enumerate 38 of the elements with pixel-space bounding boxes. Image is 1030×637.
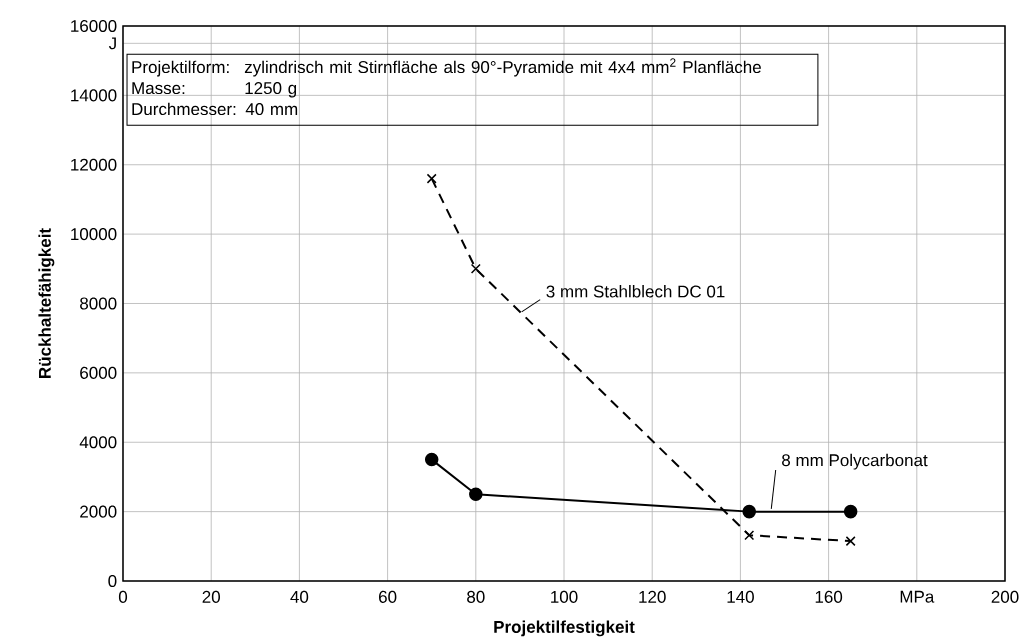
y-axis-title: Rückhaltefähigkeit (38, 228, 55, 378)
annotation: Masse: (132, 82, 185, 95)
y-tick-label: 0 (108, 574, 117, 588)
y-tick-label: 8000 (80, 297, 117, 310)
y-tick-label: 14000 (71, 89, 117, 102)
x-tick-label: 20 (202, 590, 220, 603)
annotation: 1250 g (245, 82, 297, 98)
annotation: Projektilform: (132, 60, 229, 77)
point (469, 487, 483, 502)
annotation: Durchmesser: 40 mm (132, 102, 298, 116)
y-tick-label: 16000 (71, 19, 117, 33)
x-tick-label: 140 (727, 590, 754, 603)
x-tick-label: 60 (379, 590, 397, 603)
y-tick-label: 10000 (71, 228, 117, 241)
point (843, 504, 858, 519)
x-axis-title: Projektilfestigkeit (494, 620, 635, 637)
point (845, 536, 856, 547)
series-label: 3 mm Stahlblech DC 01 (546, 285, 725, 298)
x-tick-label: 40 (290, 590, 309, 603)
x-tick-label: 200 (991, 590, 1019, 603)
point (426, 173, 437, 184)
y-tick-label: 4000 (79, 436, 117, 449)
point (470, 263, 481, 274)
y-tick-label: 12000 (71, 158, 117, 171)
y-tick-label: 2000 (80, 505, 117, 518)
x-tick-label: 0 (118, 590, 128, 603)
y-tick-label: J (108, 37, 116, 50)
x-tick-label: 160 (815, 590, 843, 603)
x-tick-label: MPa (900, 590, 935, 603)
annotation: zylindrisch mit Stirnfläche als 90°-Pyramide mit 4x4 mm$^{2}$ Planfläche (244, 58, 761, 77)
text: 8 mm Polycarbonat (782, 453, 928, 470)
point (424, 452, 439, 467)
y-tick-label: 6000 (80, 366, 117, 379)
x-tick-label: 100 (551, 590, 578, 603)
point (744, 530, 755, 541)
x-tick-label: 80 (467, 590, 485, 603)
point (742, 504, 756, 519)
x-tick-label: 120 (639, 590, 666, 603)
